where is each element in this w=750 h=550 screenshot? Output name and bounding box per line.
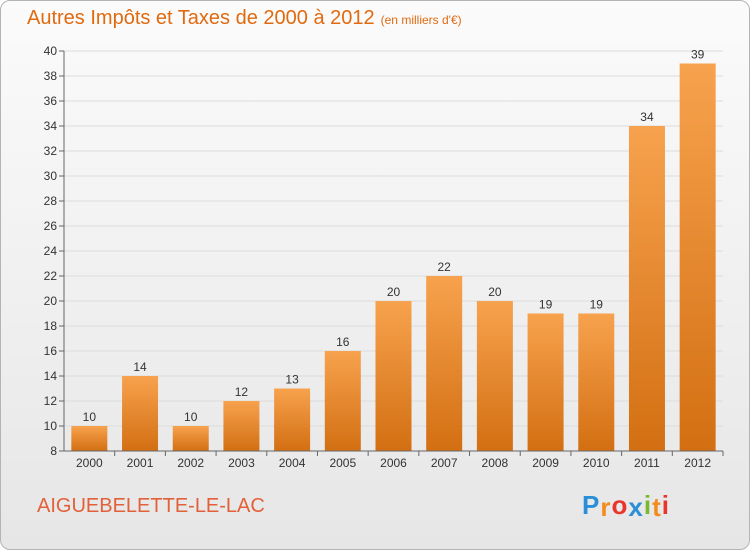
x-tick-label: 2005 — [329, 456, 356, 470]
x-tick-label: 2008 — [482, 456, 509, 470]
logo-letter: o — [611, 490, 629, 520]
data-label: 10 — [83, 410, 97, 424]
logo-letter: t — [652, 492, 662, 522]
x-tick-label: 2002 — [177, 456, 204, 470]
y-tick-label: 30 — [44, 169, 58, 183]
y-tick-label: 34 — [44, 119, 58, 133]
x-tick-label: 2010 — [583, 456, 610, 470]
bar — [223, 401, 260, 451]
data-label: 13 — [285, 373, 299, 387]
data-label: 20 — [387, 285, 401, 299]
y-tick-label: 18 — [44, 319, 58, 333]
data-label: 19 — [590, 298, 604, 312]
y-tick-label: 40 — [44, 44, 58, 58]
logo-letter: i — [661, 490, 670, 520]
y-tick-label: 12 — [44, 394, 58, 408]
x-tick-label: 2003 — [228, 456, 255, 470]
bar — [375, 301, 412, 451]
y-tick-label: 24 — [44, 244, 58, 258]
y-tick-label: 20 — [44, 294, 58, 308]
proxiti-logo: Proxiti — [582, 490, 670, 522]
data-label: 19 — [539, 298, 553, 312]
data-label: 10 — [184, 410, 198, 424]
y-tick-label: 16 — [44, 344, 58, 358]
logo-letter: i — [643, 490, 653, 520]
x-tick-label: 2004 — [279, 456, 306, 470]
bar — [476, 301, 513, 451]
y-tick-label: 14 — [44, 369, 58, 383]
bar — [71, 426, 108, 451]
y-tick-label: 8 — [50, 444, 57, 458]
x-tick-label: 2012 — [684, 456, 711, 470]
data-label: 16 — [336, 335, 350, 349]
data-label: 22 — [438, 260, 452, 274]
bar — [578, 313, 615, 451]
x-tick-label: 2006 — [380, 456, 407, 470]
bars — [71, 63, 716, 451]
labels: 8 10 12 14 16 18 20 22 24 26 28 30 32 34 36 38 40 10 2000 1… — [44, 44, 712, 470]
bar — [679, 63, 716, 451]
data-label: 20 — [488, 285, 502, 299]
bar — [274, 388, 311, 451]
x-tick-label: 2007 — [431, 456, 458, 470]
bar — [527, 313, 564, 451]
chart-subtitle: (en milliers d'€) — [380, 13, 462, 27]
commune-name: AIGUEBELETTE-LE-LAC — [37, 495, 265, 517]
bar — [628, 126, 665, 451]
x-tick-label: 2011 — [634, 456, 660, 470]
x-tick-label: 2001 — [127, 456, 154, 470]
data-label: 14 — [133, 360, 147, 374]
y-tick-label: 26 — [44, 219, 58, 233]
logo-letter: r — [600, 492, 612, 522]
y-tick-label: 36 — [44, 94, 58, 108]
axes — [59, 50, 724, 456]
y-tick-label: 22 — [44, 269, 58, 283]
data-label: 12 — [235, 385, 249, 399]
logo-letter: x — [628, 492, 644, 522]
data-label: 39 — [691, 48, 705, 62]
y-tick-label: 10 — [44, 419, 58, 433]
bar — [426, 276, 463, 451]
y-tick-label: 38 — [44, 69, 58, 83]
data-label: 34 — [640, 110, 654, 124]
y-tick-label: 32 — [44, 144, 58, 158]
bar — [122, 376, 159, 451]
x-tick-label: 2009 — [532, 456, 559, 470]
bar — [324, 351, 361, 451]
y-tick-label: 28 — [44, 194, 58, 208]
x-tick-label: 2000 — [76, 456, 103, 470]
logo-letter: P — [582, 490, 601, 520]
chart-title: Autres Impôts et Taxes de 2000 à 2012 (en… — [27, 7, 462, 30]
title-text: Autres Impôts et Taxes de 2000 à 2012 — [27, 7, 375, 29]
bar — [172, 426, 209, 451]
